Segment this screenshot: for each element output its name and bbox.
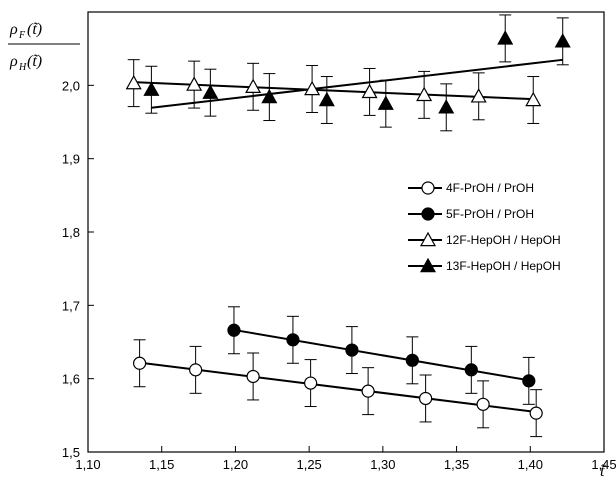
fit-line-4 [151,58,563,109]
data-point-series-3 [361,83,378,99]
x-tick-label: 1,45 [591,457,616,472]
axes: 1,5 1,6 1,7 1,8 1,9 2,0 1,10 1,15 1,20 1,25 1,30 1,… [62,78,616,472]
ylabel-denominator-arg: (t̃) [27,53,42,70]
x-tick-label: 1,30 [370,457,395,472]
data-point-series-4 [202,84,219,99]
data-point-series-4 [143,81,160,96]
data-point-series-1 [419,391,433,406]
data-point-series-3 [125,74,142,90]
x-tick-label: 1,40 [518,457,543,472]
legend-marker [421,207,435,221]
legend-label: 12F-HepOH / HepOH [446,233,561,247]
data-point-series-1 [529,406,543,420]
data-point-series-4 [261,88,278,104]
y-tick-label: 2,0 [62,78,80,93]
data-point-series-3 [245,78,262,94]
y-tick-label: 1,7 [62,298,80,313]
data-point-series-2 [464,363,478,377]
data-point-series-1 [246,369,260,384]
x-tick-label: 1,20 [223,457,248,472]
legend-marker [419,231,437,247]
data-point-series-3 [304,80,321,96]
data-point-series-2 [405,353,419,367]
y-tick-label: 1,6 [62,372,80,387]
y-tick-label: 1,5 [62,445,80,460]
data-point-series-4 [318,91,335,107]
data-point-series-4 [377,95,394,110]
data-point-series-2 [345,343,359,357]
data-point-series-1 [476,397,490,411]
y-tick-label: 1,8 [62,225,80,240]
ylabel-numerator-arg: (t̃) [27,21,42,38]
x-axis-label: t̃ [600,463,607,480]
data-point-series-2 [227,323,241,337]
data-points [125,30,571,420]
data-point-series-1 [361,384,375,398]
legend-marker [421,181,435,195]
data-point-series-3 [186,76,203,91]
legend: 4F-PrOH / PrOH 5F-PrOH / PrOH 12F-HepOH / … [408,181,561,273]
legend-label: 5F-PrOH / PrOH [446,207,534,221]
data-point-series-4 [497,30,514,45]
y-axis-label: ρ F (t̃) ρ H (t̃) [8,21,80,73]
data-point-series-3 [470,88,487,103]
legend-marker [419,257,437,273]
fit-line-3 [133,81,534,101]
data-point-series-4 [554,33,571,48]
data-point-series-1 [133,356,147,370]
x-tick-label: 1,35 [444,457,469,472]
fit-line-1 [139,361,537,413]
fit-lines [133,58,563,413]
legend-label: 4F-PrOH / PrOH [446,181,534,195]
data-point-series-1 [189,363,203,377]
ylabel-numerator-sub: F [18,30,26,41]
data-point-series-4 [438,99,455,114]
ylabel-denominator-sub: H [18,62,27,73]
data-point-series-1 [304,376,318,390]
ylabel-denominator: ρ [9,53,18,70]
data-point-series-3 [416,86,433,102]
y-tick-label: 1,9 [62,152,80,167]
fit-line-2 [233,328,529,382]
data-point-series-3 [525,91,542,107]
data-point-series-2 [286,333,300,347]
x-tick-label: 1,15 [149,457,174,472]
data-point-series-2 [522,374,536,388]
legend-label: 13F-HepOH / HepOH [446,259,561,273]
x-tick-label: 1,10 [75,457,100,472]
ylabel-numerator: ρ [9,21,18,38]
x-tick-label: 1,25 [296,457,321,472]
